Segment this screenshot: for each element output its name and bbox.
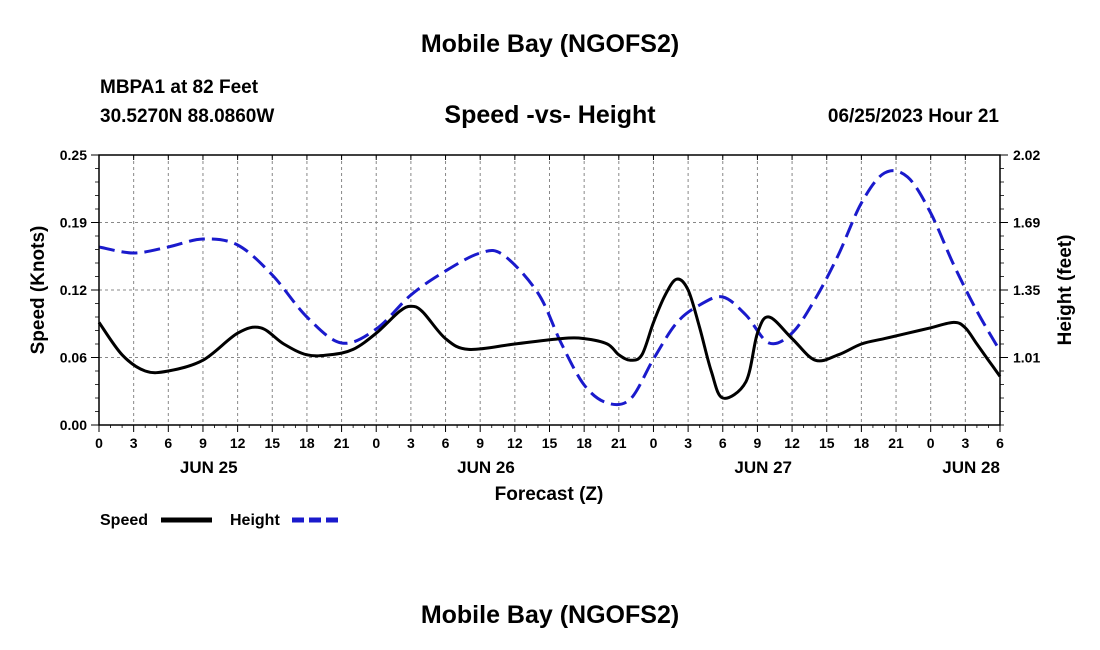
x-tick-label: 18 [299, 435, 315, 451]
date-label: JUN 25 [180, 458, 238, 477]
y-tick-label: 0.12 [60, 282, 87, 298]
y2-axis-title: Height (feet) [1055, 235, 1076, 346]
x-tick-label: 6 [164, 435, 172, 451]
x-tick-label: 12 [784, 435, 800, 451]
legend-label-speed: Speed [100, 512, 148, 529]
y2-tick-label: 1.35 [1013, 282, 1040, 298]
x-tick-label: 12 [507, 435, 523, 451]
legend: Speed Height [100, 512, 342, 529]
forecast-datetime: 06/25/2023 Hour 21 [827, 106, 999, 127]
date-label: JUN 28 [942, 458, 1000, 477]
x-tick-label: 12 [230, 435, 246, 451]
x-tick-label: 3 [407, 435, 415, 451]
y-tick-label: 0.00 [60, 417, 87, 433]
x-tick-label: 15 [819, 435, 835, 451]
x-tick-label: 18 [854, 435, 870, 451]
x-tick-label: 6 [996, 435, 1004, 451]
series-line-speed [97, 277, 1002, 400]
x-tick-label: 3 [130, 435, 138, 451]
x-tick-label: 3 [961, 435, 969, 451]
footer-title: Mobile Bay (NGOFS2) [420, 601, 680, 629]
y-axis-title: Speed (Knots) [28, 226, 49, 355]
x-tick-label: 3 [684, 435, 692, 451]
x-tick-label: 6 [719, 435, 727, 451]
x-tick-label: 0 [95, 435, 103, 451]
y-tick-label: 0.25 [60, 147, 87, 163]
x-tick-label: 9 [199, 435, 207, 451]
series-line-height [98, 169, 1002, 407]
x-tick-label: 21 [334, 435, 350, 451]
chart-subtitle: Speed -vs- Height [444, 101, 656, 129]
chart-title: Mobile Bay (NGOFS2) [420, 30, 680, 58]
y2-tick-label: 1.01 [1013, 350, 1040, 366]
date-label: JUN 27 [734, 458, 792, 477]
date-label: JUN 26 [457, 458, 515, 477]
axes-layer: 0 3 6 9 12 15 18 21 0 3 6 9 12 15 18 21 0 3 6 9 12 15 18 21 0 3 6J… [60, 147, 1041, 477]
x-tick-label: 21 [888, 435, 904, 451]
x-tick-label: 18 [576, 435, 592, 451]
x-tick-label: 0 [650, 435, 658, 451]
x-tick-label: 0 [927, 435, 935, 451]
x-tick-label: 6 [442, 435, 450, 451]
x-tick-label: 21 [611, 435, 627, 451]
x-tick-label: 15 [264, 435, 280, 451]
y2-tick-label: 2.02 [1013, 147, 1040, 163]
legend-label-height: Height [230, 512, 280, 529]
x-tick-label: 9 [476, 435, 484, 451]
x-tick-label: 0 [372, 435, 380, 451]
station-label: MBPA1 at 82 Feet [100, 77, 259, 98]
x-axis-title: Forecast (Z) [495, 484, 604, 505]
station-coordinates: 30.5270N 88.0860W [100, 106, 275, 127]
y2-tick-label: 1.69 [1013, 215, 1040, 231]
y-tick-label: 0.19 [60, 215, 87, 231]
series-layer [97, 169, 1002, 407]
x-tick-label: 15 [542, 435, 558, 451]
x-tick-label: 9 [754, 435, 762, 451]
y-tick-label: 0.06 [60, 350, 87, 366]
grid-layer [99, 155, 1000, 425]
